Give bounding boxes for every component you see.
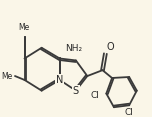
- Text: NH₂: NH₂: [65, 44, 83, 53]
- Text: N: N: [56, 75, 63, 85]
- Text: O: O: [106, 42, 114, 52]
- Text: Cl: Cl: [125, 108, 134, 117]
- Text: Me: Me: [1, 71, 12, 80]
- Text: Cl: Cl: [90, 91, 99, 100]
- Text: S: S: [73, 86, 79, 96]
- Text: Me: Me: [18, 23, 29, 32]
